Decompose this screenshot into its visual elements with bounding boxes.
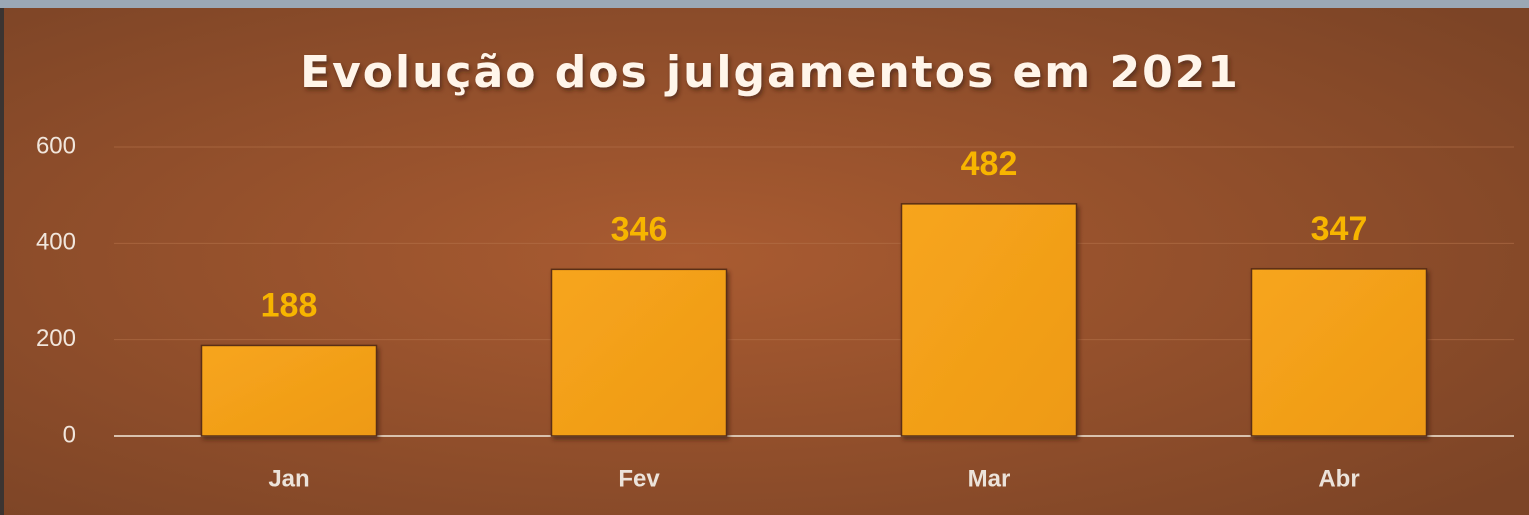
bar bbox=[200, 344, 378, 437]
x-tick-label: Fev bbox=[618, 465, 660, 492]
value-label: 482 bbox=[961, 145, 1018, 183]
bar bbox=[1250, 268, 1428, 437]
left-border bbox=[0, 8, 4, 515]
chart-title: Evolução dos julgamentos em 2021 bbox=[300, 47, 1240, 98]
top-strip bbox=[0, 0, 1529, 8]
y-tick-label: 600 bbox=[36, 132, 76, 159]
bar bbox=[900, 203, 1078, 437]
value-label: 188 bbox=[261, 286, 318, 324]
value-label: 347 bbox=[1311, 210, 1368, 248]
plot-area: 0 200 400 600 Jan 188 Fev 346 Mar 482 Abr 347 bbox=[36, 132, 1514, 492]
y-tick-label: 0 bbox=[63, 421, 76, 448]
y-tick-label: 400 bbox=[36, 229, 76, 256]
bar bbox=[550, 268, 728, 437]
x-tick-label: Mar bbox=[968, 465, 1011, 492]
x-tick-label: Abr bbox=[1318, 465, 1359, 492]
y-tick-label: 200 bbox=[36, 325, 76, 352]
value-label: 346 bbox=[611, 210, 668, 248]
x-tick-label: Jan bbox=[268, 465, 309, 492]
